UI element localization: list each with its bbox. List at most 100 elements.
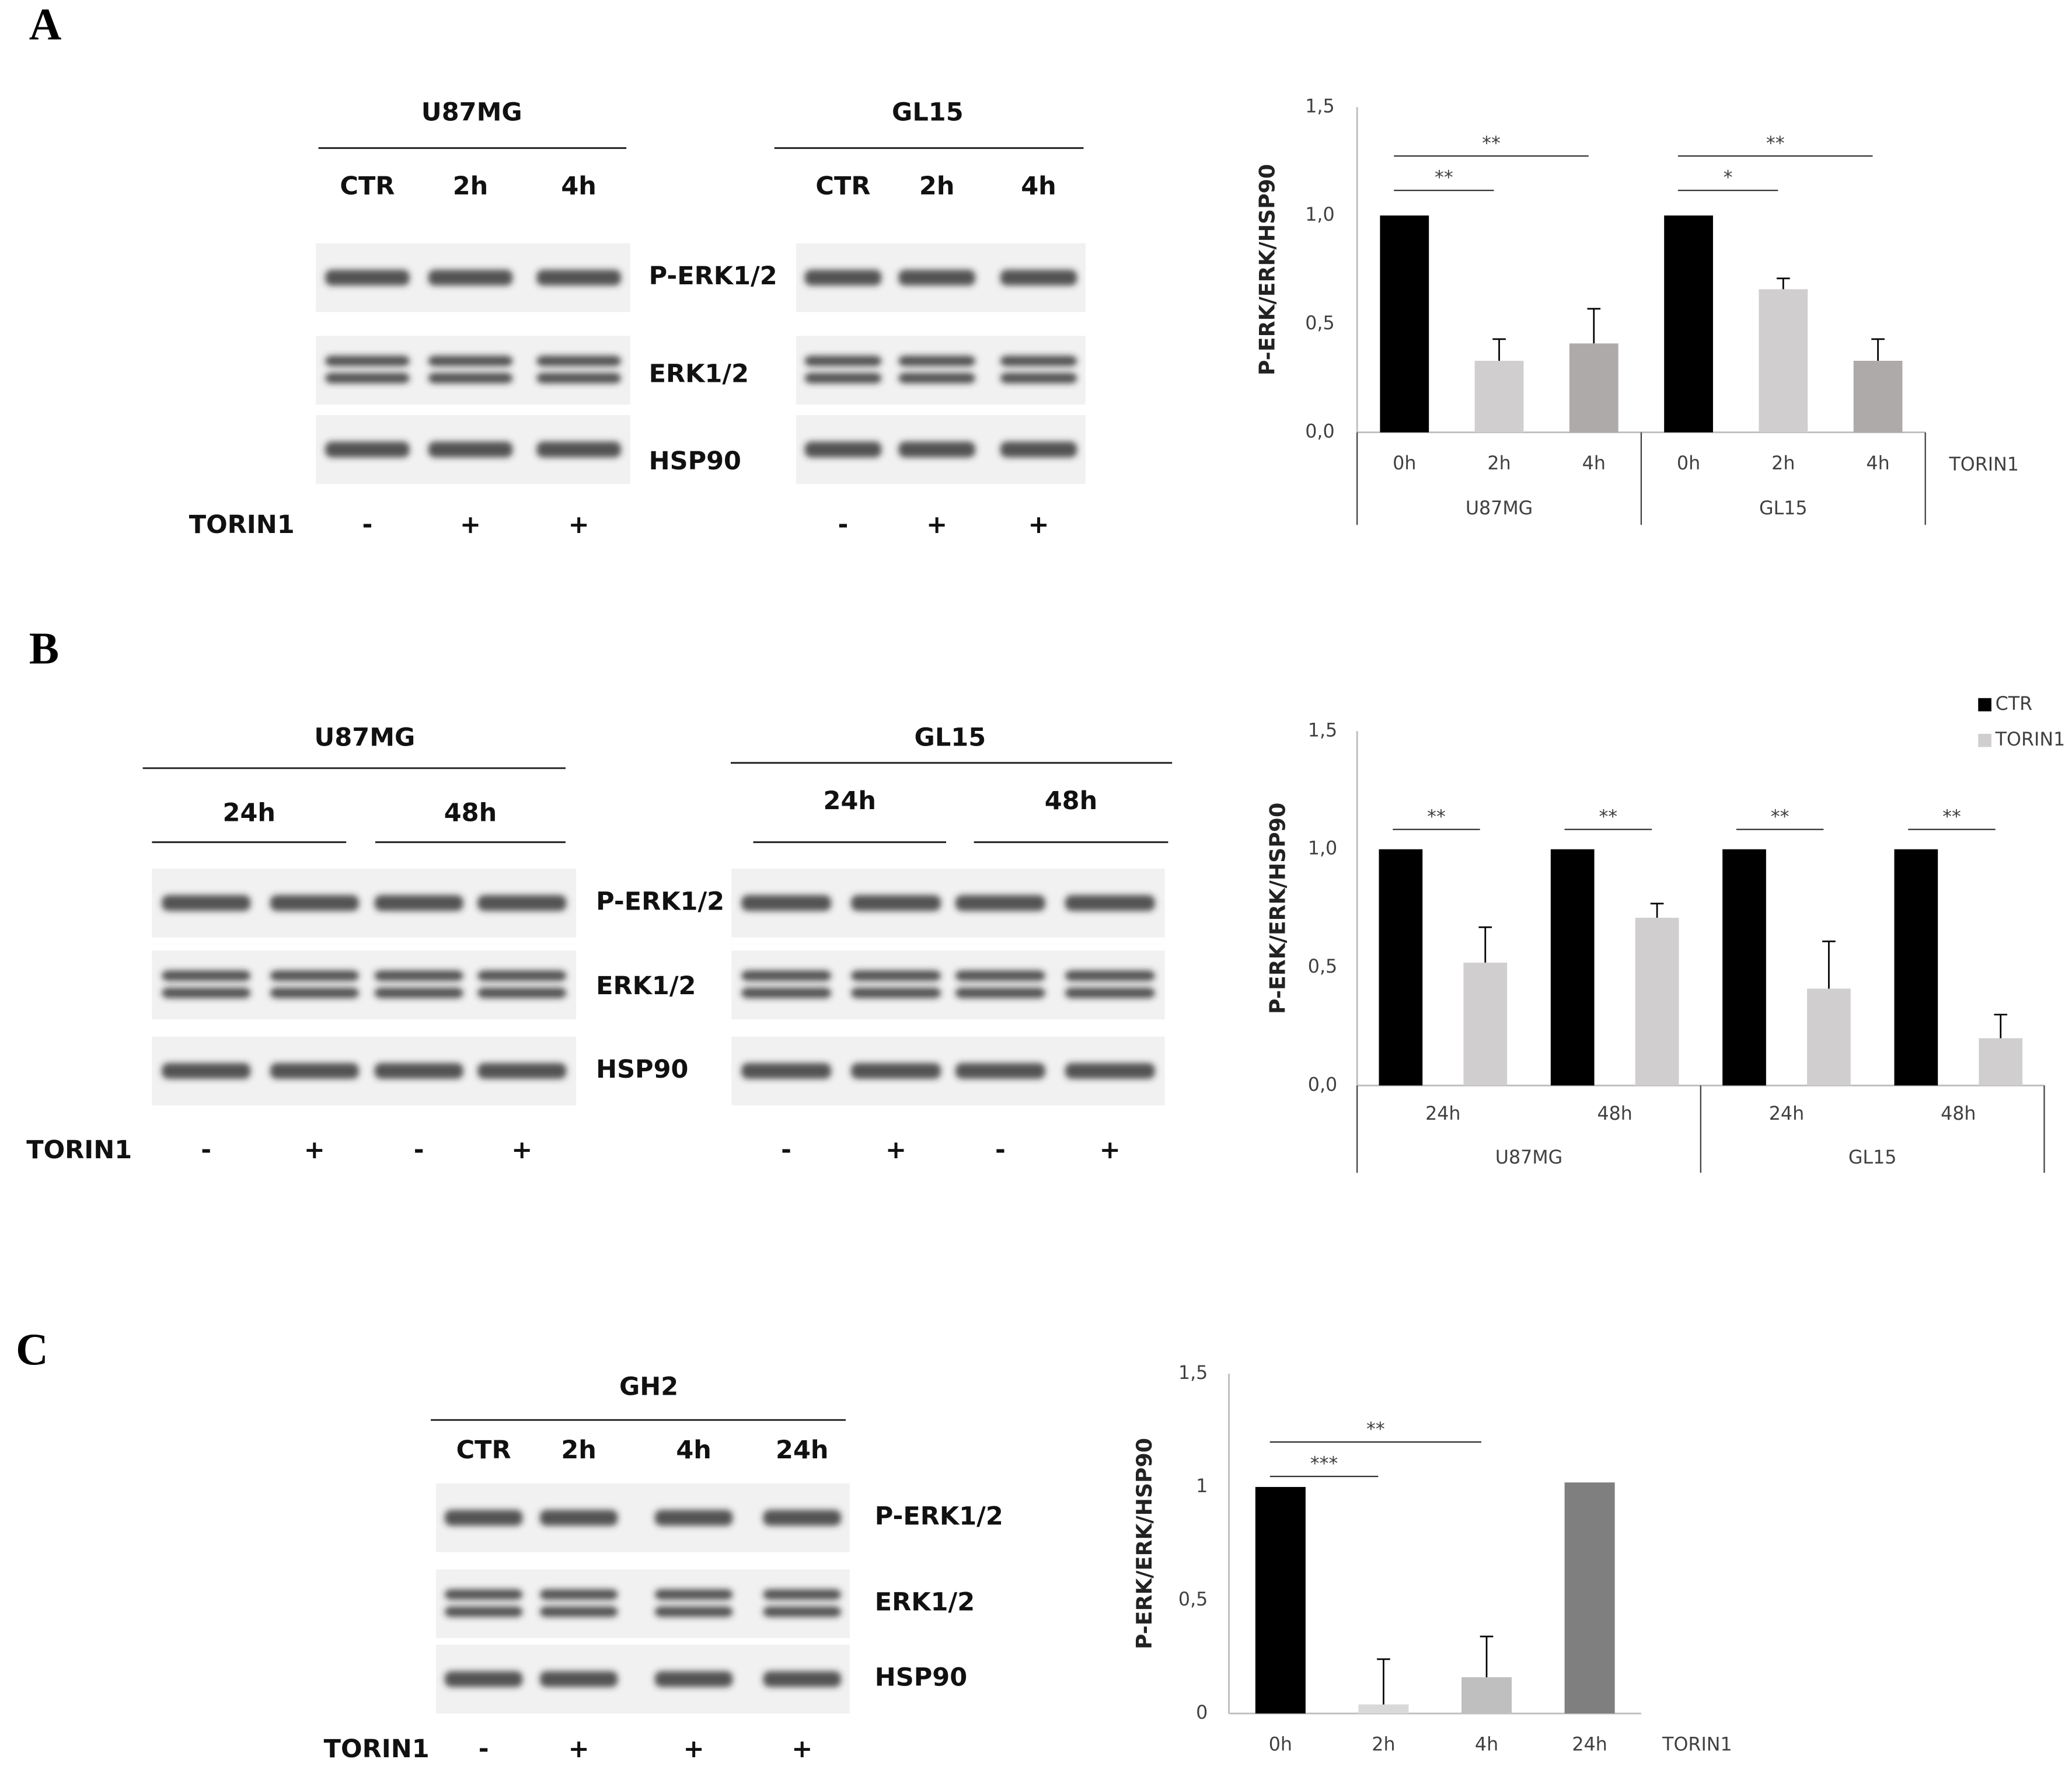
x-axis-label: TORIN1 (1662, 1734, 1732, 1755)
y-tick-label: 1 (1196, 1476, 1208, 1497)
blot-band (374, 1063, 463, 1079)
group-label: U87MG (1495, 1147, 1562, 1168)
treatment-label: TORIN1 (189, 510, 295, 539)
treatment-label: TORIN1 (26, 1135, 132, 1165)
blot-band (654, 1589, 733, 1600)
timepoint-label: 48h (444, 799, 497, 828)
bar (1569, 343, 1618, 433)
timepoint-label: 24h (223, 799, 275, 828)
bar (1664, 215, 1713, 433)
blot-band (955, 895, 1045, 911)
bar (1722, 849, 1766, 1086)
error-bar (1650, 903, 1664, 918)
treatment-sign: - (995, 1135, 1006, 1165)
blot-band (850, 970, 941, 981)
blot-band (325, 356, 410, 367)
y-axis-label: P-ERK/ERK/HSP90 (1132, 1438, 1157, 1649)
blot-background (316, 336, 630, 405)
blot-band (374, 970, 463, 981)
treatment-sign: - (479, 1734, 489, 1764)
band-label: ERK1/2 (596, 971, 696, 1001)
blot-band (477, 895, 567, 911)
error-bar (1822, 941, 1836, 989)
band-label: P-ERK1/2 (596, 887, 724, 916)
blot-band (804, 356, 882, 367)
treatment-sign: + (1100, 1135, 1121, 1165)
bar (1379, 849, 1423, 1086)
bar (1474, 360, 1524, 433)
cell-line-label: U87MG (421, 97, 522, 127)
blot-band (955, 987, 1045, 998)
y-tick-label: 1,0 (1308, 838, 1337, 859)
treatment-sign: + (568, 1734, 589, 1764)
x-axis-label: TORIN1 (1948, 454, 2019, 475)
blot-band (654, 1510, 733, 1526)
blot-band (539, 1671, 618, 1687)
blot-band (1000, 372, 1077, 384)
treatment-sign: + (791, 1734, 812, 1764)
blot-band (270, 970, 359, 981)
blot-band (444, 1510, 523, 1526)
blot-band (804, 441, 882, 458)
cell-line-label: U87MG (314, 723, 415, 752)
timepoint-label: 24h (824, 786, 876, 816)
significance-label: ** (1942, 806, 1961, 827)
legend-label: TORIN1 (1995, 729, 2066, 750)
blot-band (374, 987, 463, 998)
blot-background (796, 336, 1086, 405)
blot-band (763, 1589, 842, 1600)
blot-band (741, 987, 832, 998)
bar (1979, 1038, 2023, 1086)
y-tick-label: 0,0 (1308, 1074, 1337, 1095)
bar (1461, 1677, 1512, 1714)
x-tick-label: 48h (1941, 1103, 1976, 1124)
y-tick-label: 0,0 (1305, 422, 1334, 443)
blot-band (1065, 987, 1155, 998)
treatment-sign: + (568, 510, 589, 539)
legend-swatch (1978, 733, 1991, 747)
y-tick-label: 1,5 (1308, 720, 1337, 741)
band-label: P-ERK1/2 (649, 262, 777, 291)
timepoint-label: 48h (1045, 786, 1097, 816)
bar (1807, 988, 1851, 1086)
blot-background (731, 950, 1165, 1020)
blot-band (955, 1063, 1045, 1079)
bar (1550, 849, 1595, 1086)
group-label: GL15 (1848, 1147, 1897, 1168)
x-tick-label: 4h (1475, 1734, 1498, 1755)
significance-label: * (1724, 168, 1733, 189)
blot-band (536, 356, 622, 367)
y-axis-label: P-ERK/ERK/HSP90 (1265, 803, 1290, 1014)
lane-label: CTR (456, 1436, 511, 1465)
x-tick-label: 2h (1487, 453, 1511, 474)
blot-band (270, 987, 359, 998)
blot-band (270, 895, 359, 911)
blot-band (1000, 356, 1077, 367)
blot-band (955, 970, 1045, 981)
blot-band (1065, 895, 1155, 911)
blot-band (477, 970, 567, 981)
treatment-sign: - (838, 510, 849, 539)
blot-band (444, 1589, 523, 1600)
blot-band (898, 441, 976, 458)
blot-band (536, 441, 622, 458)
significance-label: ** (1482, 133, 1501, 154)
blot-band (162, 1063, 251, 1079)
x-tick-label: 0h (1269, 1734, 1292, 1755)
blot-band (270, 1063, 359, 1079)
y-axis-label: P-ERK/ERK/HSP90 (1254, 164, 1279, 375)
lane-label: CTR (340, 172, 395, 201)
x-tick-label: 24h (1769, 1103, 1804, 1124)
x-tick-label: 24h (1425, 1103, 1460, 1124)
error-bar (1478, 926, 1492, 963)
blot-band (763, 1606, 842, 1617)
y-tick-label: 1,5 (1178, 1363, 1208, 1384)
bar (1759, 289, 1808, 433)
group-label: U87MG (1466, 498, 1533, 519)
x-tick-label: 2h (1372, 1734, 1395, 1755)
blot-band (536, 372, 622, 384)
blot-band (741, 970, 832, 981)
blot-band (1000, 270, 1077, 286)
x-tick-label: 0h (1677, 453, 1700, 474)
